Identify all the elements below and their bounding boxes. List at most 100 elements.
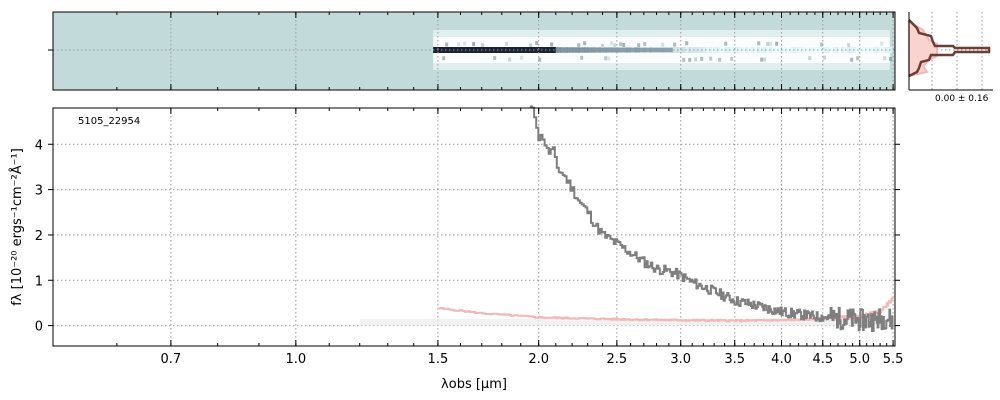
trace-pixel bbox=[721, 47, 725, 53]
trace-pixel bbox=[802, 47, 806, 53]
trace-pixel bbox=[853, 47, 857, 53]
x-tick-label: 4.5 bbox=[812, 352, 833, 367]
x-tick-label: 4.0 bbox=[771, 352, 792, 367]
flux-spectrum-line bbox=[529, 105, 894, 332]
trace-pixel bbox=[442, 56, 446, 61]
trace-pixel bbox=[823, 55, 827, 60]
spectrum-1d-ticks bbox=[48, 108, 900, 346]
trace-pixel bbox=[481, 43, 485, 48]
trace-pixel bbox=[883, 56, 887, 61]
trace-pixel bbox=[580, 55, 584, 60]
error-spectrum-line bbox=[437, 296, 894, 323]
object-id-annotation: 5105_22954 bbox=[78, 116, 140, 127]
trace-pixel bbox=[505, 41, 509, 46]
trace-pixel bbox=[445, 42, 449, 47]
spatial-profile-line bbox=[908, 19, 991, 78]
trace-pixel bbox=[757, 47, 761, 53]
x-tick-label: 0.7 bbox=[161, 352, 182, 367]
x-tick-label: 1.0 bbox=[285, 352, 306, 367]
trace-pixel bbox=[619, 42, 623, 47]
spatial-profile-panel: 0.00 ± 0.16 bbox=[908, 12, 993, 104]
trace-pixel bbox=[856, 56, 860, 61]
trace-pixel bbox=[472, 42, 476, 47]
trace-pixel bbox=[775, 47, 779, 53]
trace-pixel bbox=[757, 41, 761, 46]
trace-pixel bbox=[841, 47, 845, 53]
trace-pixel bbox=[805, 47, 809, 53]
trace-pixel bbox=[682, 57, 686, 62]
trace-pixel bbox=[778, 47, 782, 53]
trace-pixel bbox=[727, 47, 731, 53]
y-tick-label: 3 bbox=[35, 184, 43, 199]
spectrum-1d-grid bbox=[53, 108, 895, 346]
trace-pixel bbox=[508, 57, 512, 62]
trace-pixel bbox=[730, 56, 734, 61]
trace-pixel bbox=[769, 41, 773, 46]
x-tick-label: 2.5 bbox=[607, 352, 628, 367]
spectrum-2d-panel bbox=[48, 11, 896, 91]
trace-pixel bbox=[637, 43, 641, 48]
trace-pixel bbox=[817, 47, 821, 53]
trace-pixel bbox=[577, 43, 581, 48]
trace-pixel bbox=[859, 47, 863, 53]
trace-pixel bbox=[742, 47, 746, 53]
y-tick-label: 0 bbox=[35, 320, 43, 335]
spatial-profile-error-line bbox=[908, 20, 938, 78]
trace-pixel bbox=[865, 47, 869, 53]
trace-pixel bbox=[709, 56, 713, 61]
trace-pixel bbox=[661, 42, 665, 47]
trace-pixel bbox=[880, 41, 884, 46]
trace-pixel bbox=[787, 47, 791, 53]
trace-pixel bbox=[700, 56, 704, 61]
trace-pixel bbox=[763, 47, 767, 53]
trace-pixel bbox=[811, 47, 815, 53]
trace-pixel bbox=[691, 47, 695, 53]
trace-pixel bbox=[685, 47, 689, 53]
trace-pixel bbox=[889, 47, 893, 53]
spectrum-1d-shaded-region bbox=[359, 318, 895, 326]
x-tick-label: 3.0 bbox=[670, 352, 691, 367]
trace-pixel bbox=[538, 57, 542, 62]
trace-pixel bbox=[694, 57, 698, 62]
trace-pixel bbox=[862, 47, 866, 53]
trace-pixel bbox=[820, 42, 824, 47]
y-tick-label: 4 bbox=[35, 138, 43, 153]
trace-pixel bbox=[775, 41, 779, 46]
trace-pixel bbox=[688, 57, 692, 62]
y-tick-label: 2 bbox=[35, 229, 43, 244]
y-tick-label: 1 bbox=[35, 274, 43, 289]
trace-pixel bbox=[829, 47, 833, 53]
trace-pixel bbox=[808, 56, 812, 61]
x-axis-title: λobs [μm] bbox=[441, 377, 507, 392]
trace-pixel bbox=[850, 57, 854, 62]
trace-pixel bbox=[760, 57, 764, 62]
trace-pixel bbox=[535, 41, 539, 46]
trace-pixel bbox=[673, 47, 677, 53]
trace-pixel bbox=[826, 47, 830, 53]
trace-pixel bbox=[751, 47, 755, 53]
trace-pixel bbox=[877, 47, 881, 53]
trace-pixel bbox=[871, 47, 875, 53]
trace-pixel bbox=[685, 41, 689, 46]
x-tick-labels: 0.7 1.0 1.5 2.0 2.5 3.0 3.5 4.0 4.5 5.0 5.5 bbox=[161, 352, 904, 367]
y-axis-title: fλ [10⁻²⁰ ergs⁻¹cm⁻²Å⁻¹] bbox=[9, 148, 25, 306]
trace-pixel bbox=[754, 47, 758, 53]
trace-pixel bbox=[715, 47, 719, 53]
trace-pixel bbox=[607, 56, 611, 61]
trace-pixel bbox=[781, 47, 785, 53]
spectrum-2d-grid bbox=[53, 12, 895, 90]
trace-pixel bbox=[601, 43, 605, 48]
trace-pixel bbox=[889, 56, 893, 61]
trace-pixel bbox=[673, 42, 677, 47]
trace-pixel bbox=[745, 47, 749, 53]
trace-pixel bbox=[850, 47, 854, 53]
trace-pixel bbox=[790, 47, 794, 53]
trace-pixel bbox=[766, 41, 770, 46]
trace-pixel bbox=[520, 55, 524, 60]
spatial-profile-grid bbox=[909, 12, 993, 90]
x-tick-label: 5.0 bbox=[849, 352, 870, 367]
trace-pixel bbox=[457, 42, 461, 47]
trace-pixel bbox=[814, 47, 818, 53]
trace-pixel bbox=[823, 47, 827, 53]
